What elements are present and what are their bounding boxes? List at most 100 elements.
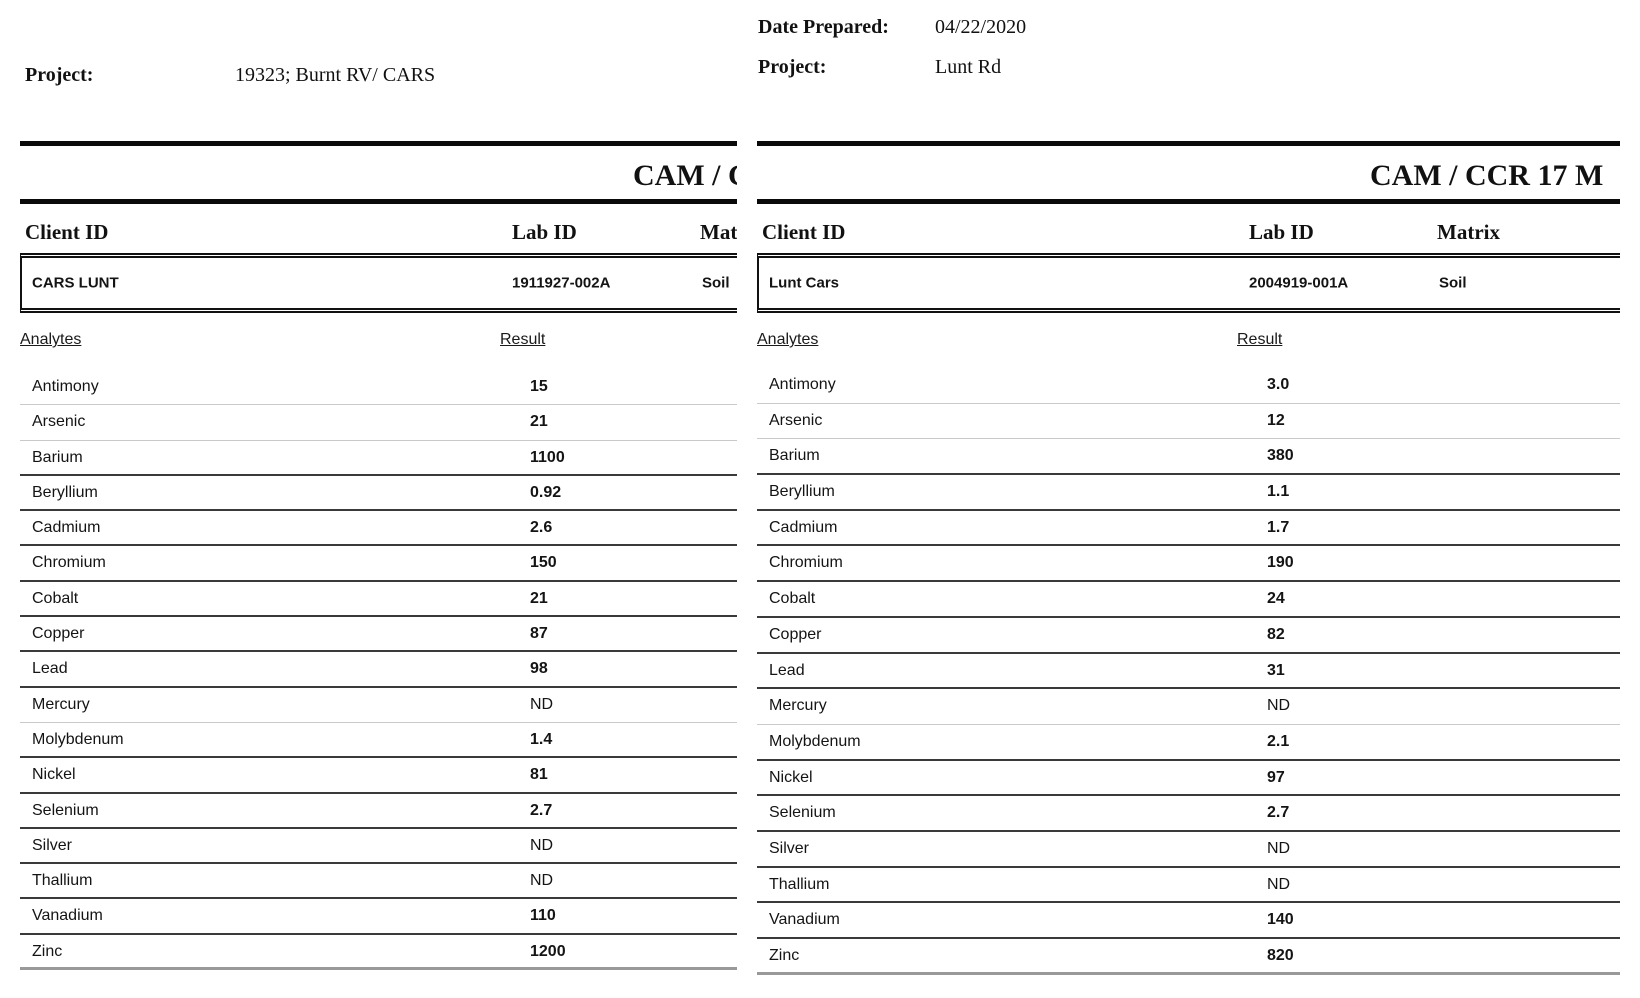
analyte-name: Antimony [32,378,99,395]
result-value: 820 [1267,947,1294,964]
sample-client-id: Lunt Cars [769,274,840,292]
heavy-rule-bottom [20,199,765,204]
result-value: 87 [530,625,548,643]
heavy-rule-bottom [757,199,1620,204]
sample-row: Lunt Cars 2004919-001A Soil [757,253,1620,313]
result-value: 21 [530,589,548,607]
table-row: Antimony 15 [20,370,765,406]
analyte-name: Copper [32,625,85,643]
analyte-name: Thallium [32,872,93,890]
result-value: 110 [530,907,556,925]
analyte-name: Antimony [769,376,836,393]
table-row: Molybdenum 2.1 [757,725,1620,761]
report-title: CAM / CCR 17 M [1370,159,1604,192]
result-value: 2.7 [1267,804,1290,822]
table-row: Beryllium 0.92 [20,476,765,512]
table-row: Copper 82 [757,618,1620,654]
result-value: 3.0 [1267,376,1290,393]
table-row: Nickel 97 [757,761,1620,797]
table-row: Beryllium 1.1 [757,475,1620,511]
table-row: Arsenic 12 [757,404,1620,440]
lab-id-header: Lab ID [512,220,577,244]
result-value: 1200 [530,942,566,960]
analyte-name: Vanadium [32,907,103,925]
analyte-name: Chromium [32,554,106,572]
result-value: 140 [1267,911,1294,929]
sample-matrix: Soil [702,274,730,292]
analyte-name: Beryllium [769,483,835,501]
analyte-name: Barium [769,447,820,465]
analyte-name: Chromium [769,554,843,572]
date-prepared-value: 04/22/2020 [935,16,1027,38]
result-value: 1.7 [1267,518,1290,536]
result-value: ND [530,872,554,890]
analyte-name: Nickel [32,766,76,784]
analyte-name: Zinc [32,942,63,960]
table-row: Mercury ND [757,689,1620,725]
analyte-name: Mercury [769,697,827,715]
table-row: Selenium 2.7 [757,796,1620,832]
result-value: 0.92 [530,483,562,501]
table-row: Cobalt 21 [20,582,765,618]
result-value: 12 [1267,411,1285,429]
client-id-header: Client ID [25,220,109,244]
table-row: Copper 87 [20,617,765,653]
result-value: 2.1 [1267,732,1290,750]
table-row: Arsenic 21 [20,405,765,441]
result-value: 98 [530,660,548,678]
result-header: Result [500,331,546,348]
analyte-name: Cobalt [32,589,79,607]
result-header: Result [1237,331,1283,348]
table-row: Thallium ND [757,868,1620,904]
table-row: Vanadium 110 [20,899,765,935]
analytes-header: Analytes [757,331,819,348]
result-value: ND [1267,875,1291,893]
project-label: Project: [758,56,827,78]
result-value: ND [530,836,554,854]
result-value: 150 [530,554,557,572]
analyte-name: Lead [769,661,805,679]
analyte-name: Cadmium [769,518,838,536]
table-row: Chromium 190 [757,546,1620,583]
table-row: Molybdenum 1.4 [20,723,765,759]
result-value: 81 [530,766,548,784]
result-value: 21 [530,413,548,431]
analyte-name: Lead [32,660,68,678]
table-row: Cadmium 1.7 [757,511,1620,547]
date-prepared-label: Date Prepared: [758,16,889,38]
result-value: 2.7 [530,801,553,819]
result-value: ND [1267,697,1291,715]
table-row: Lead 98 [20,652,765,688]
result-value: ND [530,695,554,713]
analyte-name: Mercury [32,695,90,713]
analyte-name: Arsenic [769,411,823,429]
report-page-right: Date Prepared: 04/22/2020 Project: Lunt … [737,0,1620,998]
heavy-rule-top [757,141,1620,146]
result-value: 31 [1267,661,1285,679]
result-value: 1.1 [1267,483,1290,501]
result-value: 15 [530,378,548,395]
result-value: 2.6 [530,519,553,537]
result-value: ND [1267,839,1291,857]
analyte-name: Silver [769,839,810,857]
analyte-name: Zinc [769,947,800,964]
analyte-name: Nickel [769,768,813,786]
sample-matrix: Soil [1439,274,1467,292]
result-value: 97 [1267,768,1285,786]
table-row: Cobalt 24 [757,582,1620,618]
analyte-name: Copper [769,625,822,643]
matrix-header: Matrix [1437,220,1500,244]
sample-lab-id: 2004919-001A [1249,274,1349,292]
lab-id-header: Lab ID [1249,220,1314,244]
result-value: 1.4 [530,730,553,748]
result-value: 380 [1267,447,1294,465]
table-row: Mercury ND [20,688,765,723]
analyte-name: Arsenic [32,413,86,431]
table-row: Zinc 820 [757,939,1620,975]
table-row: Antimony 3.0 [757,368,1620,404]
table-row: Lead 31 [757,654,1620,690]
table-row: Silver ND [757,832,1620,868]
sample-lab-id: 1911927-002A [512,274,611,292]
table-row: Thallium ND [20,864,765,900]
project-label: Project: [25,64,94,86]
